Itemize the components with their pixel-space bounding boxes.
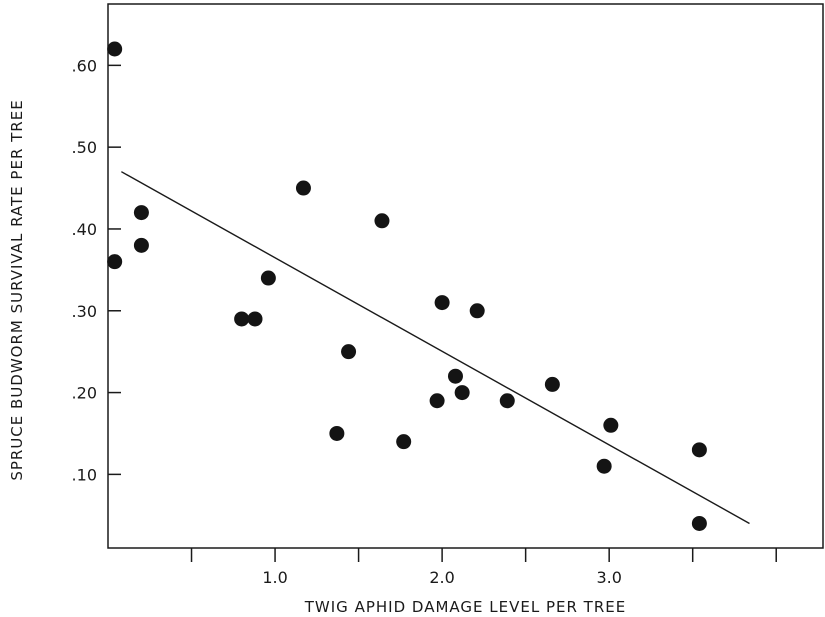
data-point [596, 458, 612, 474]
y-tick-label: .50 [72, 138, 97, 157]
x-tick-label: 3.0 [596, 568, 621, 587]
data-point [469, 303, 485, 319]
x-axis-label: TWIG APHID DAMAGE LEVEL PER TREE [304, 598, 626, 616]
data-point [260, 270, 276, 286]
y-tick-label: .30 [72, 302, 97, 321]
y-tick-label: .10 [72, 465, 97, 484]
data-points [107, 41, 707, 531]
data-point [544, 376, 560, 392]
data-point [603, 417, 619, 433]
data-point [133, 205, 149, 221]
data-point [396, 434, 412, 450]
data-point [247, 311, 263, 327]
data-point [691, 515, 707, 531]
y-tick-label: .20 [72, 384, 97, 403]
data-point [234, 311, 250, 327]
data-point [374, 213, 390, 229]
x-axis-tick-labels: 1.0 2.0 3.0 [262, 568, 622, 587]
y-tick-label: .60 [72, 56, 97, 75]
plot-frame [107, 3, 824, 549]
data-point [429, 393, 445, 409]
data-point [691, 442, 707, 458]
y-axis-label: SPRUCE BUDWORM SURVIVAL RATE PER TREE [8, 99, 26, 480]
data-point [295, 180, 311, 196]
data-point [133, 237, 149, 253]
y-axis-ticks [108, 64, 121, 476]
y-axis-tick-labels: .10 .20 .30 .40 .50 .60 [72, 56, 97, 484]
data-point [107, 254, 123, 270]
data-point [434, 295, 450, 311]
x-axis-ticks [190, 548, 777, 562]
data-point [329, 425, 345, 441]
x-tick-label: 1.0 [262, 568, 287, 587]
y-tick-label: .40 [72, 220, 97, 239]
x-tick-label: 2.0 [429, 568, 454, 587]
data-point [107, 41, 123, 57]
data-point [454, 385, 470, 401]
data-point [447, 368, 463, 384]
regression-line [121, 171, 750, 525]
data-point [499, 393, 515, 409]
data-point [341, 344, 357, 360]
